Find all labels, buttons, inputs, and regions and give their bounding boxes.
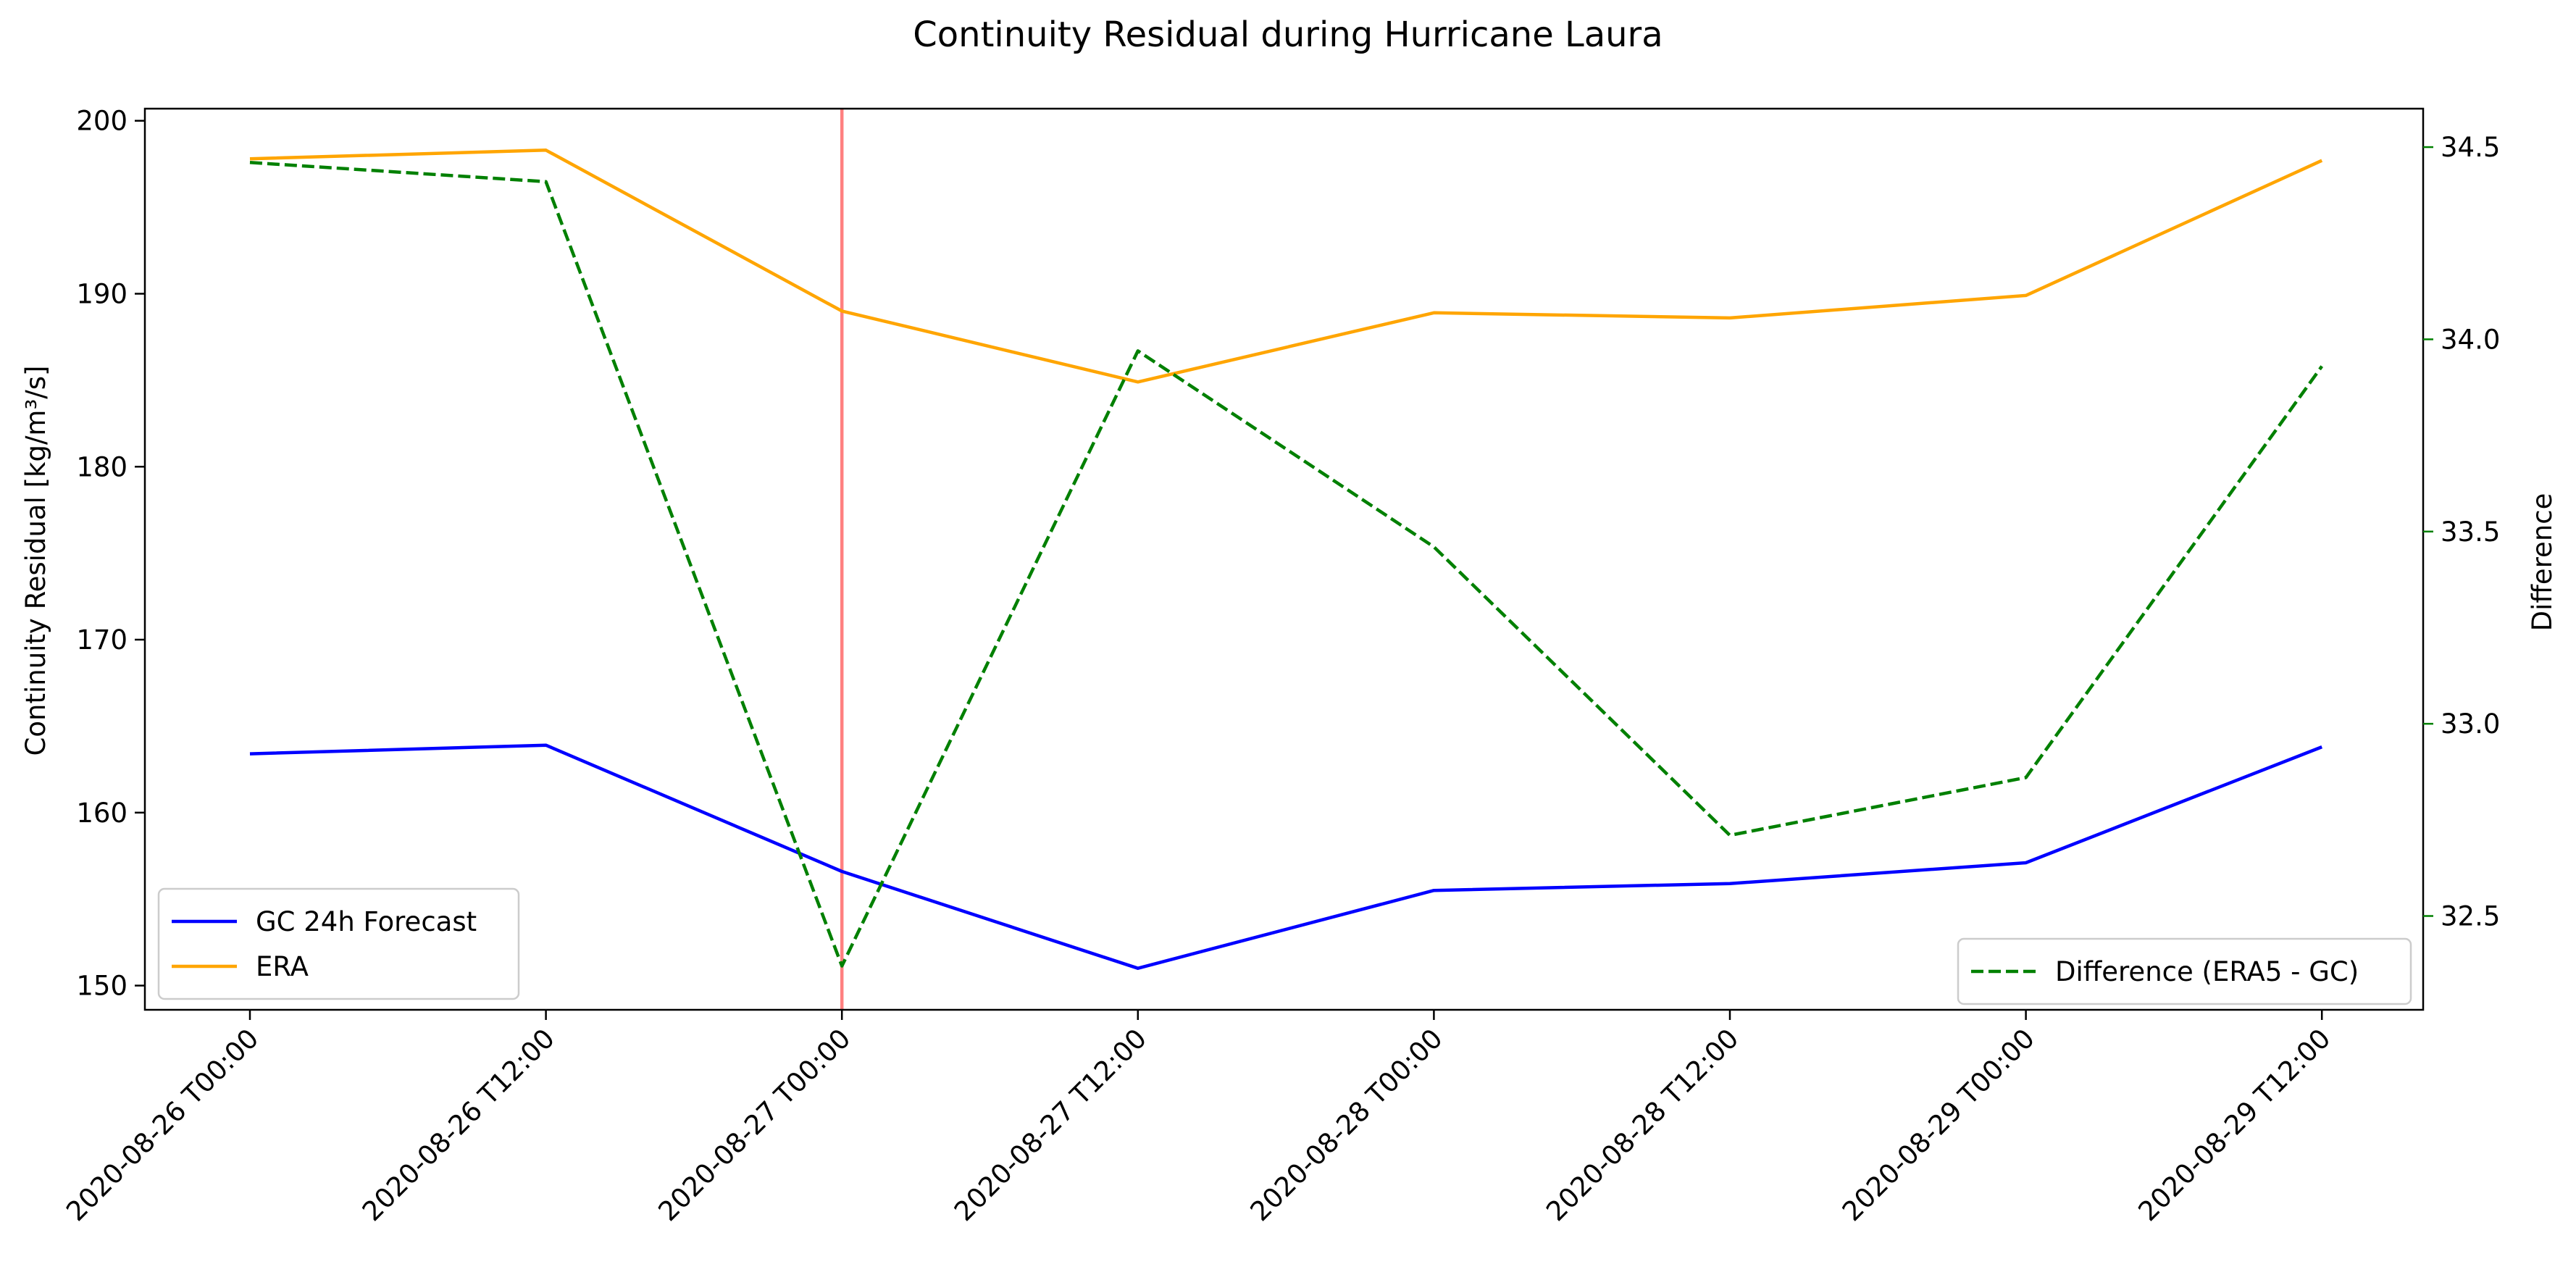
legend-right: Difference (ERA5 - GC) bbox=[1957, 937, 2412, 1005]
y2-tick-label-1: 33.0 bbox=[2441, 708, 2500, 740]
y-tick-label-5: 200 bbox=[76, 106, 127, 137]
legend-label: Difference (ERA5 - GC) bbox=[2055, 956, 2359, 987]
x-tick-label-3: 2020-08-27 T12:00 bbox=[948, 1023, 1153, 1227]
x-tick-label-1: 2020-08-26 T12:00 bbox=[356, 1023, 561, 1227]
x-tick-label-7: 2020-08-29 T12:00 bbox=[2132, 1023, 2336, 1227]
y2-tick-label-2: 33.5 bbox=[2441, 516, 2500, 548]
y2-tick-label-3: 34.0 bbox=[2441, 324, 2500, 355]
x-tick-label-6: 2020-08-29 T00:00 bbox=[1836, 1023, 2041, 1227]
legend-label: ERA bbox=[256, 951, 309, 982]
plot-frame bbox=[143, 107, 2425, 1011]
y2-tick-label-4: 34.5 bbox=[2441, 132, 2500, 163]
legend-left: GC 24h Forecast ERA bbox=[157, 887, 520, 1000]
legend-right-box bbox=[1957, 937, 2412, 1005]
series-line-2 bbox=[249, 161, 2324, 968]
y-tick-label-2: 170 bbox=[76, 624, 127, 656]
y-axis-label: Continuity Residual [kg/m³/s] bbox=[20, 366, 51, 756]
plot-area: 2020-08-26 T00:00 2020-08-26 T12:00 2020-0… bbox=[60, 106, 2500, 1227]
series-line-0 bbox=[249, 743, 2323, 970]
y2-tick-label-0: 32.5 bbox=[2441, 901, 2500, 932]
x-tick-label-4: 2020-08-28 T00:00 bbox=[1245, 1023, 1449, 1227]
x-tick-label-5: 2020-08-28 T12:00 bbox=[1540, 1023, 1744, 1227]
chart-title: Continuity Residual during Hurricane Lau… bbox=[913, 14, 1663, 55]
legend-left-box bbox=[157, 887, 520, 1000]
y-tick-label-4: 190 bbox=[76, 278, 127, 309]
y-tick-label-1: 160 bbox=[76, 798, 127, 829]
x-tick-label-0: 2020-08-26 T00:00 bbox=[60, 1023, 264, 1227]
legend-label: GC 24h Forecast bbox=[256, 906, 477, 937]
y-tick-label-0: 150 bbox=[76, 971, 127, 1002]
y2-axis-label: Difference bbox=[2527, 493, 2558, 632]
y-tick-label-3: 180 bbox=[76, 451, 127, 482]
x-tick-label-2: 2020-08-27 T00:00 bbox=[652, 1023, 856, 1227]
series-line-1 bbox=[249, 149, 2323, 384]
